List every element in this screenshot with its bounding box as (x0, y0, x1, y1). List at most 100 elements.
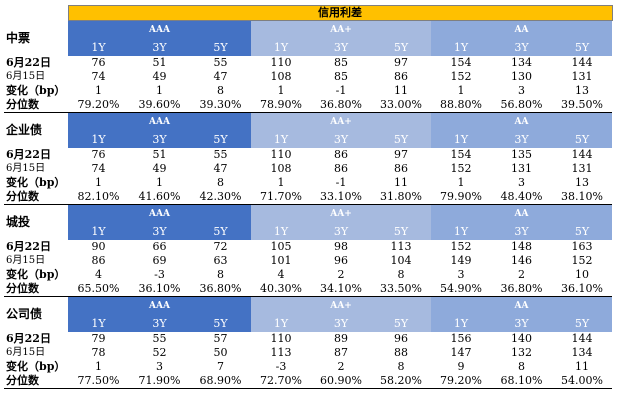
tenor-header-cell: 5Y (190, 39, 251, 56)
rating-header-cell (371, 296, 431, 315)
value-cell: 79.90% (431, 190, 491, 205)
value-cell: 144 (571, 56, 593, 69)
value-cell: 108 (270, 70, 292, 83)
value-cell: 11 (575, 360, 589, 373)
rating-header-row: 公司债 AAA AA+ AA (4, 296, 612, 332)
row-label: 分位数 (4, 374, 68, 389)
value-cell: 76 (91, 56, 106, 69)
value-cell: 85 (334, 56, 348, 69)
value-cell: 36.10% (552, 282, 612, 297)
value-cell: 51 (152, 56, 167, 69)
value-cell: 72 (213, 240, 228, 253)
tenor-header-cell: 1Y (431, 131, 491, 148)
section-name: 企业债 (4, 112, 68, 148)
value-cell: 97 (394, 148, 408, 161)
current-row: 6月22日 90 66 72 105 98 113 152 148 163 (4, 240, 612, 254)
percentile-row: 分位数 65.50% 36.10% 36.80% 40.30% 34.10% 33.50% 5… (4, 282, 612, 297)
value-cell: 39.30% (190, 98, 251, 113)
rating-header-cell: AA (491, 296, 552, 315)
value-cell: 152 (571, 254, 593, 267)
value-cell: 54.00% (552, 374, 612, 389)
value-cell: 39.60% (129, 98, 190, 113)
value-cell: 36.80% (491, 282, 552, 297)
value-cell: 98 (334, 240, 348, 253)
value-cell: 1 (457, 84, 465, 97)
value-cell: 97 (394, 56, 408, 69)
row-label: 分位数 (4, 98, 68, 113)
value-cell: 33.00% (371, 98, 431, 113)
value-cell: 3 (518, 176, 525, 189)
tenor-header-cell: 5Y (552, 131, 612, 148)
value-cell: 140 (511, 332, 532, 345)
value-cell: 55 (152, 332, 167, 345)
value-cell: 149 (450, 254, 472, 267)
value-cell: 148 (511, 240, 532, 253)
value-cell: -1 (335, 84, 347, 97)
value-cell: 104 (390, 254, 412, 267)
rating-header-cell: AAA (129, 296, 190, 315)
value-cell: 110 (270, 56, 292, 69)
value-cell: 49 (152, 70, 167, 83)
tenor-header-cell: 1Y (251, 223, 311, 240)
value-cell: 3 (457, 268, 465, 281)
rating-header-cell: AA (491, 20, 552, 39)
value-cell: 152 (450, 162, 472, 175)
value-cell: 72.70% (251, 374, 311, 389)
value-cell: 130 (511, 70, 532, 83)
tenor-header-cell: 3Y (311, 223, 371, 240)
rating-header-cell (68, 296, 129, 315)
rating-header-cell: AA+ (311, 112, 371, 131)
value-cell: 68.90% (190, 374, 251, 389)
value-cell: 77.50% (68, 374, 129, 389)
value-cell: 71.90% (129, 374, 190, 389)
previous-row: 6月15日 74 49 47 108 85 86 152 130 131 (4, 70, 612, 84)
tenor-header-cell: 1Y (431, 39, 491, 56)
value-cell: 8 (217, 84, 224, 97)
value-cell: 4 (95, 268, 102, 281)
value-cell: 11 (394, 176, 408, 189)
value-cell: 2 (337, 360, 345, 373)
value-cell: 60.90% (311, 374, 371, 389)
tenor-header-cell: 5Y (190, 223, 251, 240)
percentile-row: 分位数 79.20% 39.60% 39.30% 78.90% 36.80% 33.00% 8… (4, 98, 612, 113)
value-cell: 79.20% (68, 98, 129, 113)
row-label: 6月22日 (6, 148, 51, 161)
value-cell: 13 (575, 84, 589, 97)
tenor-header-cell: 5Y (371, 315, 431, 332)
value-cell: 1 (156, 84, 163, 97)
previous-row: 6月15日 78 52 50 113 87 88 147 132 134 (4, 346, 612, 360)
value-cell: 42.30% (190, 190, 251, 205)
value-cell: 11 (394, 84, 408, 97)
row-label: 变化（bp） (6, 84, 66, 97)
tenor-header-cell: 3Y (491, 39, 552, 56)
value-cell: 88.80% (431, 98, 491, 113)
tenor-header-cell: 1Y (68, 39, 129, 56)
value-cell: 65.50% (68, 282, 129, 297)
tenor-header-row: 1Y 3Y 5Y 1Y 3Y 5Y 1Y 3Y 5Y (4, 315, 612, 332)
value-cell: 86 (394, 70, 408, 83)
value-cell: 89 (334, 332, 348, 345)
rating-header-cell: AA (491, 204, 552, 223)
value-cell: 8 (518, 360, 525, 373)
value-cell: 8 (397, 360, 405, 373)
rating-header-cell: AA+ (311, 296, 371, 315)
value-cell: 1 (95, 84, 102, 97)
value-cell: 152 (450, 240, 472, 253)
rating-header-cell (190, 204, 251, 223)
value-cell: -3 (154, 268, 165, 281)
value-cell: 52 (152, 346, 167, 359)
rating-header-cell (552, 20, 612, 39)
value-cell: 66 (152, 240, 167, 253)
value-cell: 113 (270, 346, 292, 359)
value-cell: 38.10% (552, 190, 612, 205)
tenor-header-cell: 5Y (552, 315, 612, 332)
previous-row: 6月15日 86 69 63 101 96 104 149 146 152 (4, 254, 612, 268)
value-cell: 163 (571, 240, 593, 253)
value-cell: 8 (217, 268, 224, 281)
rating-header-cell (251, 296, 311, 315)
change-row: 变化（bp） 1 1 8 1 -1 11 1 3 13 (4, 176, 612, 190)
rating-header-cell (251, 204, 311, 223)
current-row: 6月22日 79 55 57 110 89 96 156 140 144 (4, 332, 612, 346)
value-cell: 134 (511, 56, 532, 69)
value-cell: 96 (334, 254, 348, 267)
